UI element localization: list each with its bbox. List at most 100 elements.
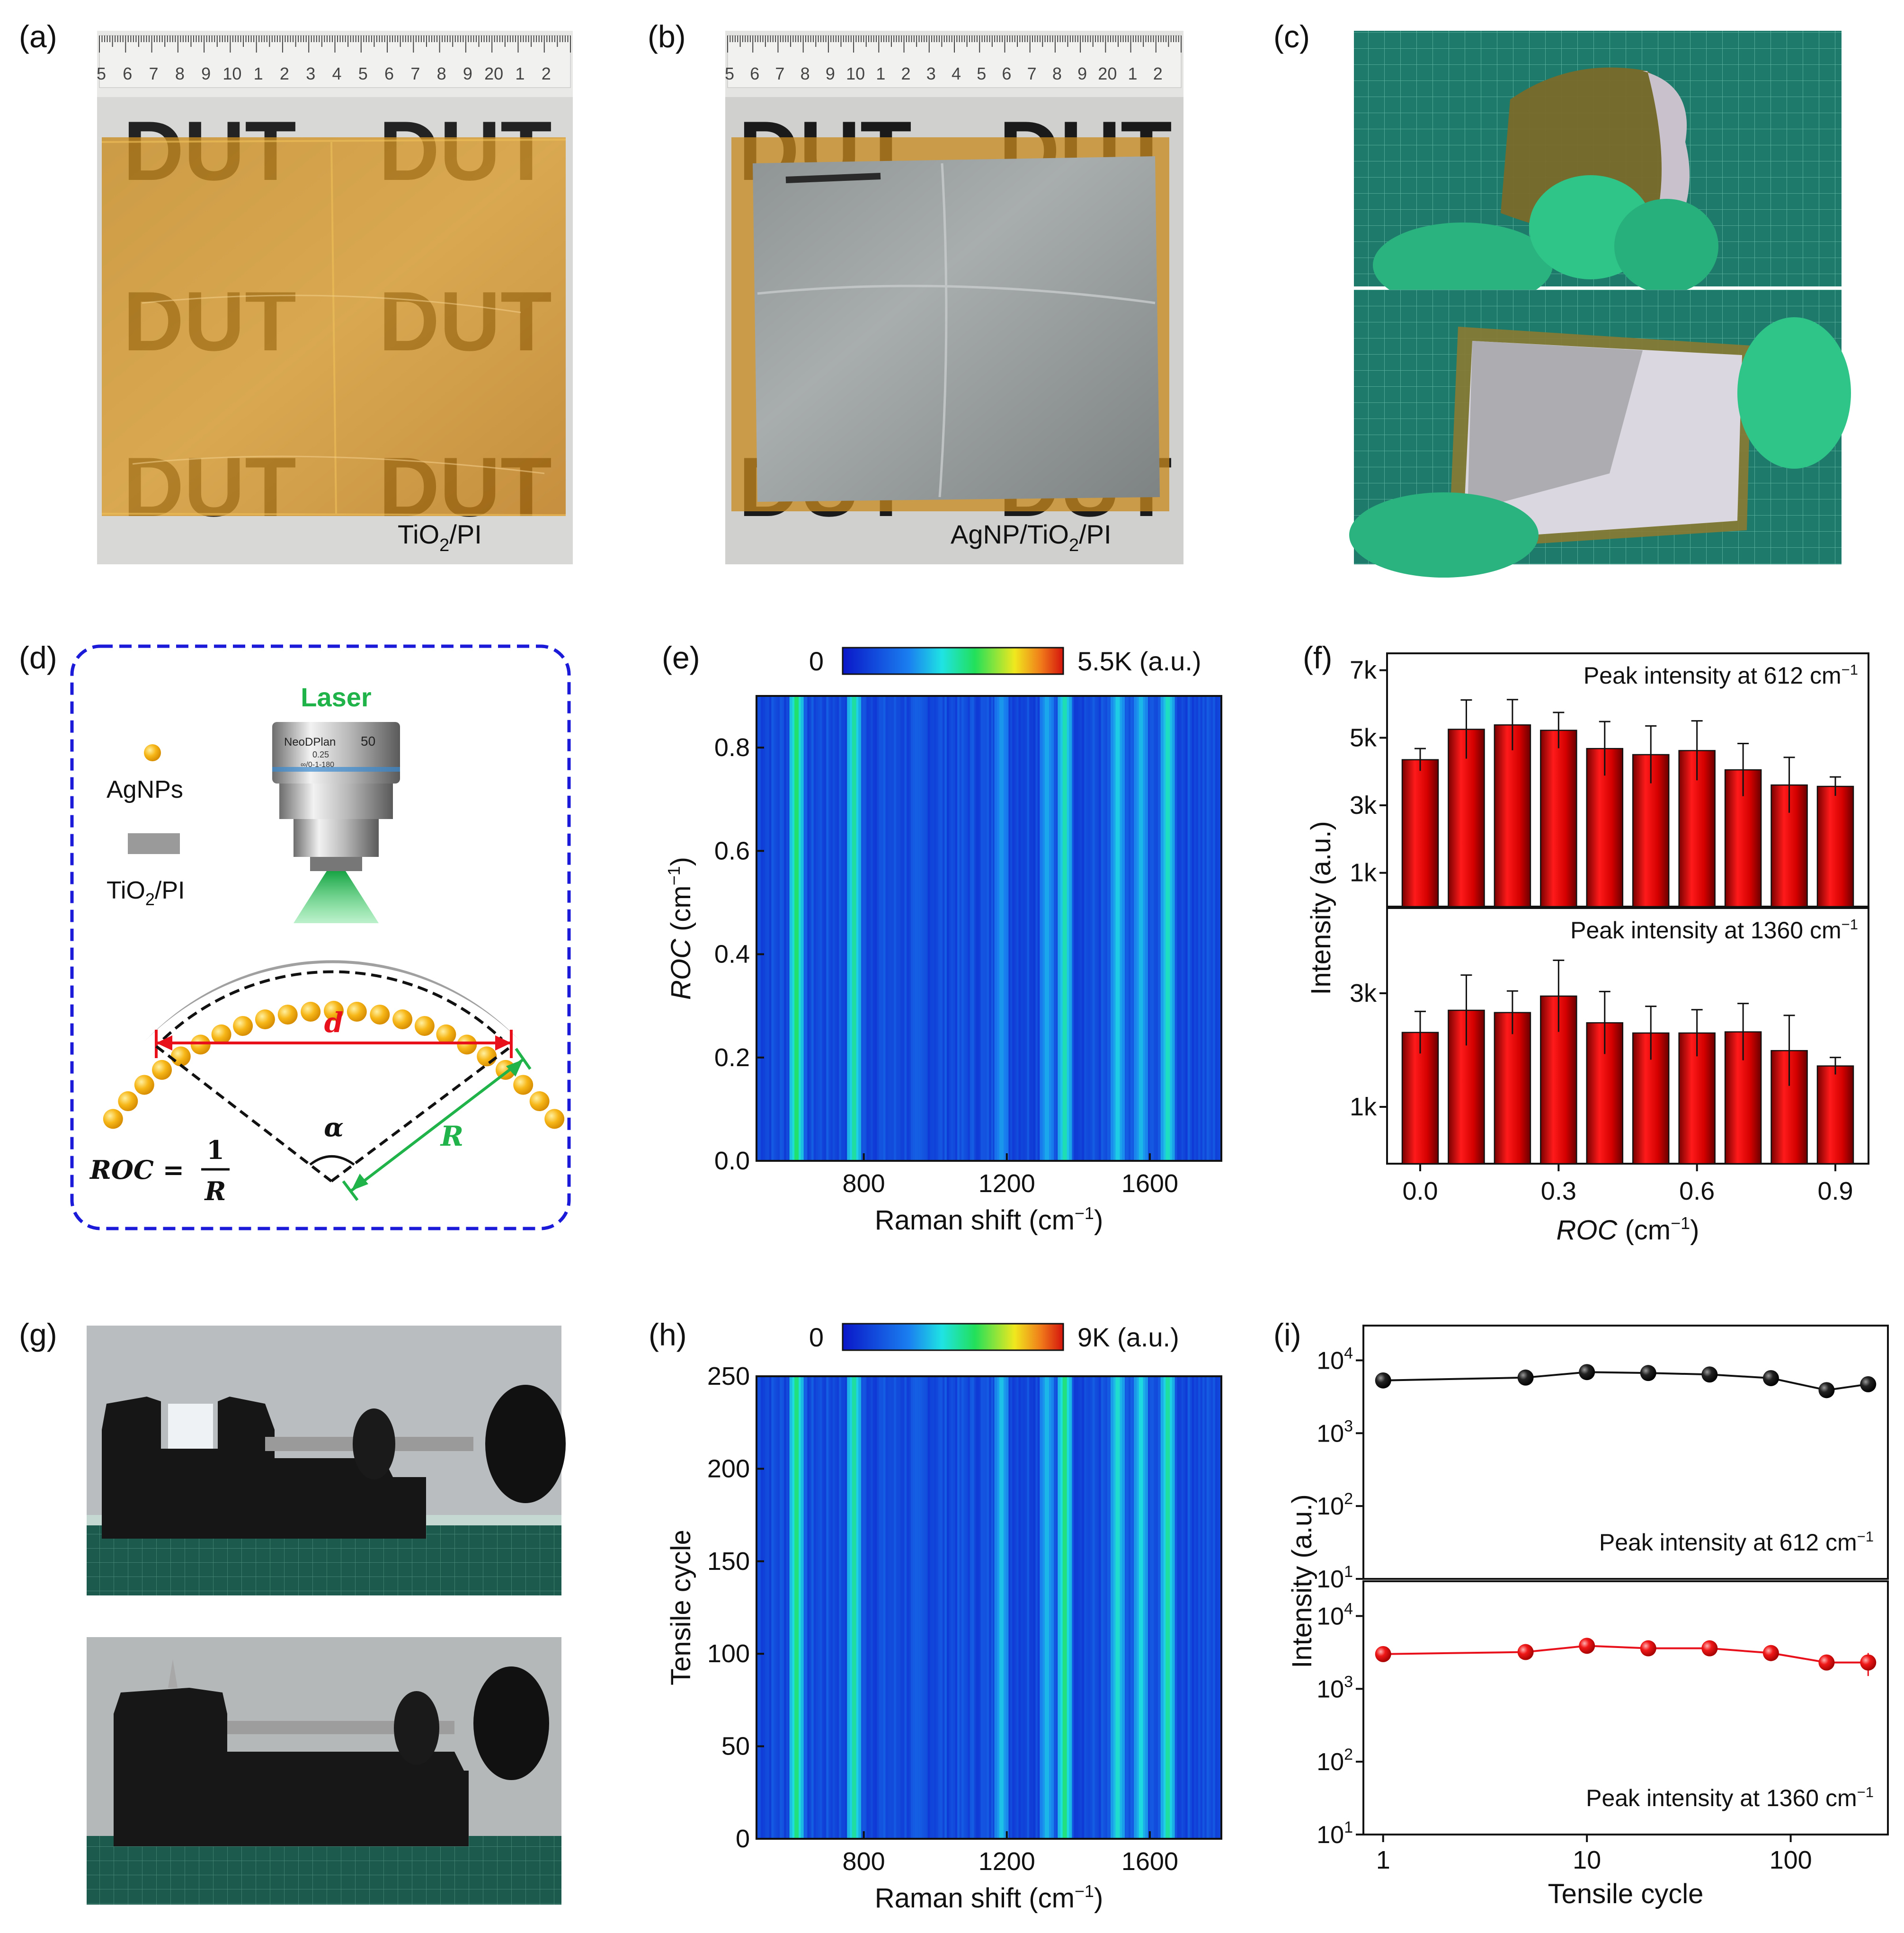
ruler-number: 1	[876, 64, 885, 83]
heatmap-peak-band	[852, 1376, 856, 1839]
panel-letter-d: (d)	[19, 640, 57, 675]
panel-letter-f: (f)	[1303, 640, 1332, 675]
x-tick-label: 1600	[1121, 1847, 1178, 1876]
heatmap-frame	[756, 1375, 1222, 1840]
series-title: Peak intensity at 612 cm−1	[1584, 661, 1858, 689]
agnp-arc	[103, 1001, 565, 1129]
heatmap-peak-band	[1115, 696, 1120, 1161]
agnp-particle	[211, 1024, 231, 1044]
data-point	[1860, 1654, 1877, 1671]
ruler-number: 2	[542, 64, 551, 83]
x-tick-label: 10	[1573, 1846, 1601, 1874]
ruler-number: 2	[280, 64, 289, 83]
ruler-number: 10	[846, 64, 865, 83]
ruler-number: 7	[775, 64, 784, 83]
y-tick-label: 102	[1317, 1490, 1353, 1520]
y-tick-label: 1k	[1350, 1093, 1377, 1121]
heatmap-peak-band	[852, 696, 856, 1161]
bar	[1401, 759, 1439, 908]
x-tick-label: 800	[843, 1847, 885, 1876]
ruler-number: 9	[463, 64, 472, 83]
agnp-particle	[118, 1091, 138, 1112]
ruler-number: 7	[410, 64, 420, 83]
panel-letter-h: (h)	[649, 1317, 687, 1352]
ruler-number: 8	[175, 64, 185, 83]
series-line	[1383, 1371, 1868, 1391]
line-subplot-frame	[1362, 1580, 1889, 1835]
bar	[1401, 1032, 1439, 1165]
agnp-particle	[513, 1075, 534, 1095]
y-tick-label: 1k	[1350, 859, 1377, 887]
heatmap-h: 800 1200 1600 0 50 100 150 200 250 Raman shift (c…	[666, 1322, 1222, 1914]
agnp-particle	[301, 1002, 321, 1022]
y-tick-label: 0.4	[714, 940, 750, 969]
y-tick-label: 0.2	[714, 1043, 750, 1072]
laser-label: Laser	[301, 682, 371, 712]
lens-aperture: 0.25	[312, 750, 329, 759]
vise-knob-bottom	[473, 1666, 549, 1780]
colorbar	[842, 1323, 1064, 1351]
heatmap-peak-band	[794, 696, 799, 1161]
vise-knob-top	[485, 1385, 566, 1503]
photo-c-bottom	[1349, 290, 1851, 578]
x-axis-label: ROC (cm−1)	[1556, 1213, 1699, 1246]
y-tick-label: 0.8	[714, 733, 750, 762]
agnp-particle	[324, 1001, 344, 1021]
ruler-number: 7	[1027, 64, 1037, 83]
ruler-number: 6	[123, 64, 132, 83]
heatmap-peak-band	[1139, 1376, 1143, 1839]
y-tick-label: 101	[1317, 1563, 1353, 1593]
y-tick-label: 150	[707, 1547, 750, 1576]
ruler-number: 6	[1002, 64, 1011, 83]
silver-film-b	[753, 156, 1160, 502]
agnp-particle	[134, 1075, 154, 1095]
x-axis-label: Raman shift (cm−1)	[875, 1881, 1103, 1914]
objective-lens: NeoDPlan 50 0.25 ∞/0-1-180	[272, 722, 400, 871]
radius-label: R	[440, 1120, 463, 1152]
agnp-particle	[190, 1034, 211, 1055]
agnps-label: AgNPs	[107, 776, 183, 803]
x-tick-label: 0.6	[1679, 1177, 1715, 1205]
data-point	[1701, 1366, 1718, 1383]
y-tick-label: 104	[1317, 1600, 1353, 1630]
y-tick-label: 5k	[1350, 723, 1377, 752]
data-point	[1579, 1364, 1595, 1381]
agnp-particle	[457, 1034, 477, 1055]
x-tick-label: 1200	[979, 1169, 1035, 1198]
panel-letter-b: (b)	[648, 19, 686, 54]
agnp-particle	[170, 1046, 191, 1067]
ruler-number: 2	[1153, 64, 1163, 83]
data-point	[1579, 1638, 1595, 1654]
y-tick-label: 50	[721, 1732, 750, 1761]
x-tick-label: 0.9	[1817, 1177, 1853, 1205]
heatmap-frame	[756, 695, 1222, 1162]
x-tick-label: 1200	[979, 1847, 1035, 1876]
ruler-number: 1	[515, 64, 525, 83]
heatmap-peak-band	[1139, 696, 1143, 1161]
ruler-number: 6	[750, 64, 759, 83]
heatmap-peak-band	[1062, 696, 1067, 1161]
vise-body-top	[102, 1397, 426, 1539]
y-axis-label: Intensity (a.u.)	[1287, 1494, 1317, 1668]
colorbar-min-label: 0	[809, 646, 824, 676]
ruler-number: 20	[484, 64, 503, 83]
panel-letter-g: (g)	[19, 1317, 57, 1352]
bar	[1540, 730, 1577, 908]
y-tick-label: 101	[1317, 1818, 1353, 1849]
y-tick-label: 3k	[1350, 791, 1377, 820]
agnp-particle	[277, 1005, 298, 1025]
panel-letter-c: (c)	[1273, 19, 1310, 54]
bar	[1816, 1065, 1854, 1165]
heatmap-peak-band	[794, 1376, 799, 1839]
agnp-legend-dot	[144, 744, 161, 761]
agnp-particle	[544, 1109, 565, 1129]
ruler-number: 5	[977, 64, 986, 83]
lens-spec: ∞/0-1-180	[301, 761, 334, 769]
agnp-particle	[392, 1009, 413, 1030]
series-title: Peak intensity at 1360 cm−1	[1570, 916, 1858, 944]
data-point	[1375, 1646, 1391, 1662]
y-axis-label: Intensity (a.u.)	[1306, 821, 1336, 995]
ruler-number: 8	[1052, 64, 1062, 83]
